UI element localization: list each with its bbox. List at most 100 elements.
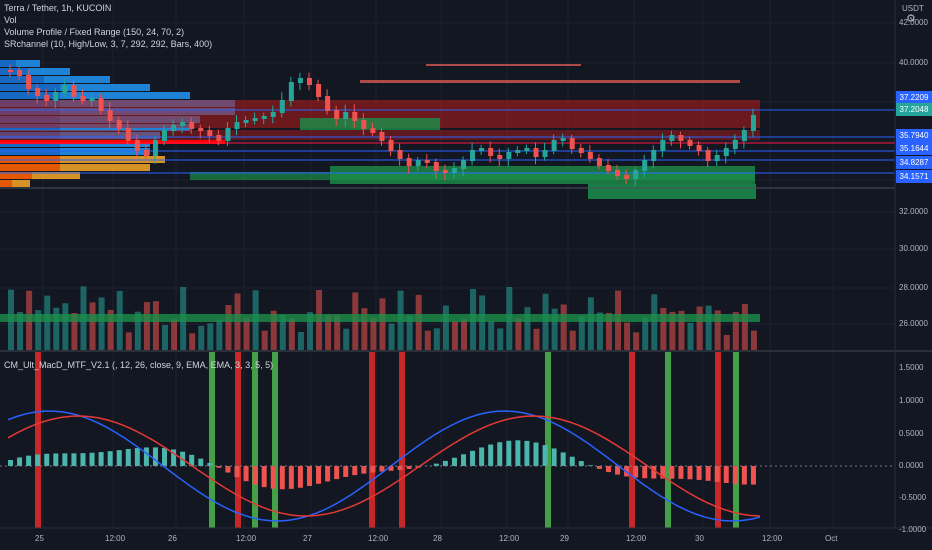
macd-hist-bar [750,466,756,485]
macd-hist-bar [17,457,23,466]
candle-body [53,92,59,101]
macd-hist-bar [578,461,584,466]
volume-profile-legend[interactable]: Volume Profile / Fixed Range (150, 24, 7… [4,27,185,37]
volume-bar [687,322,694,350]
volume-bar [433,328,440,350]
macd-hist-bar [741,466,747,485]
volume-bar [524,307,531,350]
macd-hist-bar [261,466,267,488]
macd-hist-bar [107,451,113,466]
sr-zone [300,118,440,130]
candle-body [234,122,240,129]
candle-body [578,148,584,153]
volume-bar [633,332,640,350]
profile-bar [0,164,150,171]
price-tag: 34.8287 [896,156,932,169]
macd-hist-bar [515,440,521,466]
macd-hist-bar [26,455,32,466]
candle-body [189,122,195,129]
macd-hist-bar [669,466,675,479]
srchannel-legend[interactable]: SRchannel (10, High/Low, 3, 7, 292, 292,… [4,39,213,49]
price-tick: 26.0000 [899,319,928,328]
candle-body [71,85,77,97]
volume-bar [44,295,51,350]
candle-body [180,122,186,126]
profile-bar-inner [0,76,44,83]
candle-body [297,78,303,83]
macd-hist-bar [270,466,276,489]
macd-hist-bar [615,466,621,475]
candle-body [596,158,602,166]
candle-body [397,150,403,159]
volume-bar [98,297,105,350]
macd-hist-bar [98,452,104,466]
macd-hist-bar [560,452,566,466]
volume-bar [270,310,277,350]
pane-separators [0,0,932,529]
macd-legend[interactable]: CM_Ult_MacD_MTF_V2.1 (, 12, 26, close, 9… [4,360,274,370]
price-tag: 37.2048 [896,103,932,116]
candle-body [741,130,747,141]
gear-icon[interactable]: ⚙ [906,13,916,25]
volume-bar [750,330,757,350]
price-tag: 37.2209 [896,91,932,104]
candle-body [44,95,50,101]
candle-body [461,160,467,169]
volume-bar [515,318,522,350]
macd-hist-bar [678,466,684,479]
macd-signal-bar [665,352,671,528]
candle-body [80,96,86,101]
profile-bar [0,76,110,83]
candle-body [152,140,158,156]
volume-bar [53,307,60,350]
candle-body [705,150,711,161]
volume-bar [696,306,703,350]
candle-body [488,148,494,156]
profile-bar [0,60,40,67]
macd-tick: 1.5000 [899,363,924,372]
volume-bar [714,310,721,350]
time-tick: 30 [695,534,704,543]
macd-hist-bar [551,448,557,466]
macd-tick: -1.0000 [899,525,927,534]
candle-body [497,155,503,159]
macd-hist-bar [696,466,702,480]
profile-bar-inner [0,68,28,75]
volume-bar [207,323,214,350]
macd-hist-bar [207,463,213,466]
candle-body [134,140,140,151]
time-tick: 12:00 [105,534,126,543]
macd-hist-bar [687,466,693,480]
macd-hist-bar [442,460,448,466]
symbol-title[interactable]: Terra / Tether, 1h, KUCOIN [4,3,112,13]
volume-bar [569,330,576,350]
macd-hist-bar [660,466,666,479]
candle-body [560,138,566,141]
volume-bar [424,330,431,350]
candle-body [207,130,213,136]
volume-bar [669,311,676,350]
macd-hist-bar [470,450,476,466]
main-legend: Terra / Tether, 1h, KUCOIN Vol Volume Pr… [4,2,212,50]
candle-body [515,150,521,153]
macd-signal-bar [733,352,739,528]
macd-hist-bar [569,456,575,466]
candle-body [370,128,376,133]
macd-signal-bar [209,352,215,528]
vol-legend[interactable]: Vol [4,15,17,25]
macd-signal-bar [629,352,635,528]
macd-hist-bar [388,466,394,471]
candle-body [225,128,231,141]
macd-hist-bar [406,466,412,469]
time-tick: 12:00 [236,534,257,543]
profile-bar [0,172,80,179]
volume-bar [723,334,730,350]
volume-bar [578,316,585,350]
price-tag: 34.1571 [896,170,932,183]
volume-bar [225,305,232,350]
macd-hist-bar [379,466,385,472]
macd-tick: 0.0000 [899,461,924,470]
profile-bar-inner [0,180,12,187]
time-tick: 28 [433,534,442,543]
